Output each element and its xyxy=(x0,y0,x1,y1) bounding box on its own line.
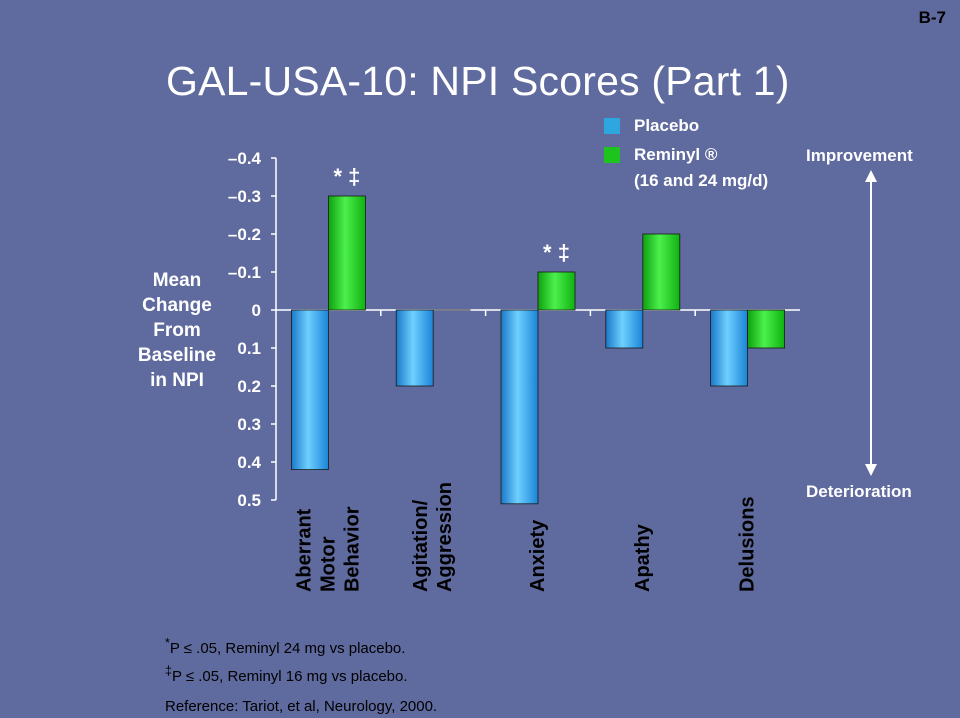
double-arrow-icon xyxy=(860,170,882,476)
legend-note: (16 and 24 mg/d) xyxy=(634,171,768,191)
legend-swatch-placebo xyxy=(604,118,620,134)
y-tick-label: 0.3 xyxy=(237,415,261,434)
y-tick-label: –0.4 xyxy=(228,149,262,168)
y-tick-label: –0.2 xyxy=(228,225,261,244)
significance-annotation: * ‡ xyxy=(333,164,360,189)
x-category-label: Behavior xyxy=(341,506,363,592)
bar-placebo xyxy=(291,310,328,470)
y-tick-label: 0.5 xyxy=(237,491,261,510)
x-category-label: Aberrant xyxy=(293,508,315,592)
y-tick-label: –0.3 xyxy=(228,187,261,206)
footnotes: *P ≤ .05, Reminyl 24 mg vs placebo. ‡P ≤… xyxy=(165,632,437,718)
significance-annotation: * ‡ xyxy=(543,240,570,265)
footnote-text: P ≤ .05, Reminyl 16 mg vs placebo. xyxy=(172,668,408,685)
legend-swatch-reminyl xyxy=(604,147,620,163)
x-category-label: Delusions xyxy=(737,496,759,592)
y-tick-label: 0.2 xyxy=(237,377,261,396)
bar-placebo xyxy=(711,310,748,386)
x-category-label: Motor xyxy=(317,536,339,592)
deterioration-label: Deterioration xyxy=(806,482,912,502)
y-tick-label: 0.4 xyxy=(237,453,261,472)
y-tick-label: 0 xyxy=(252,301,261,320)
bar-placebo xyxy=(501,310,538,504)
bar-reminyl xyxy=(328,196,365,310)
bar-reminyl xyxy=(538,272,575,310)
y-tick-label: 0.1 xyxy=(237,339,261,358)
footnote: ‡P ≤ .05, Reminyl 16 mg vs placebo. xyxy=(165,660,437,688)
legend-label-placebo: Placebo xyxy=(634,116,699,136)
bar-placebo xyxy=(396,310,433,386)
bar-placebo xyxy=(606,310,643,348)
y-tick-label: –0.1 xyxy=(228,263,261,282)
footnote-reference: Reference: Tariot, et al, Neurology, 200… xyxy=(165,696,437,718)
x-category-label: Agitation/ xyxy=(410,499,432,592)
x-category-label: Aggression xyxy=(434,482,456,592)
footnote: *P ≤ .05, Reminyl 24 mg vs placebo. xyxy=(165,632,437,660)
footnote-marker: ‡ xyxy=(165,664,172,678)
bar-reminyl xyxy=(643,234,680,310)
legend-label-reminyl: Reminyl ® xyxy=(634,145,717,165)
bar-reminyl xyxy=(748,310,785,348)
footnote-text: P ≤ .05, Reminyl 24 mg vs placebo. xyxy=(170,640,406,657)
x-category-label: Anxiety xyxy=(527,519,549,592)
improvement-label: Improvement xyxy=(806,146,913,166)
x-category-label: Apathy xyxy=(632,523,654,592)
